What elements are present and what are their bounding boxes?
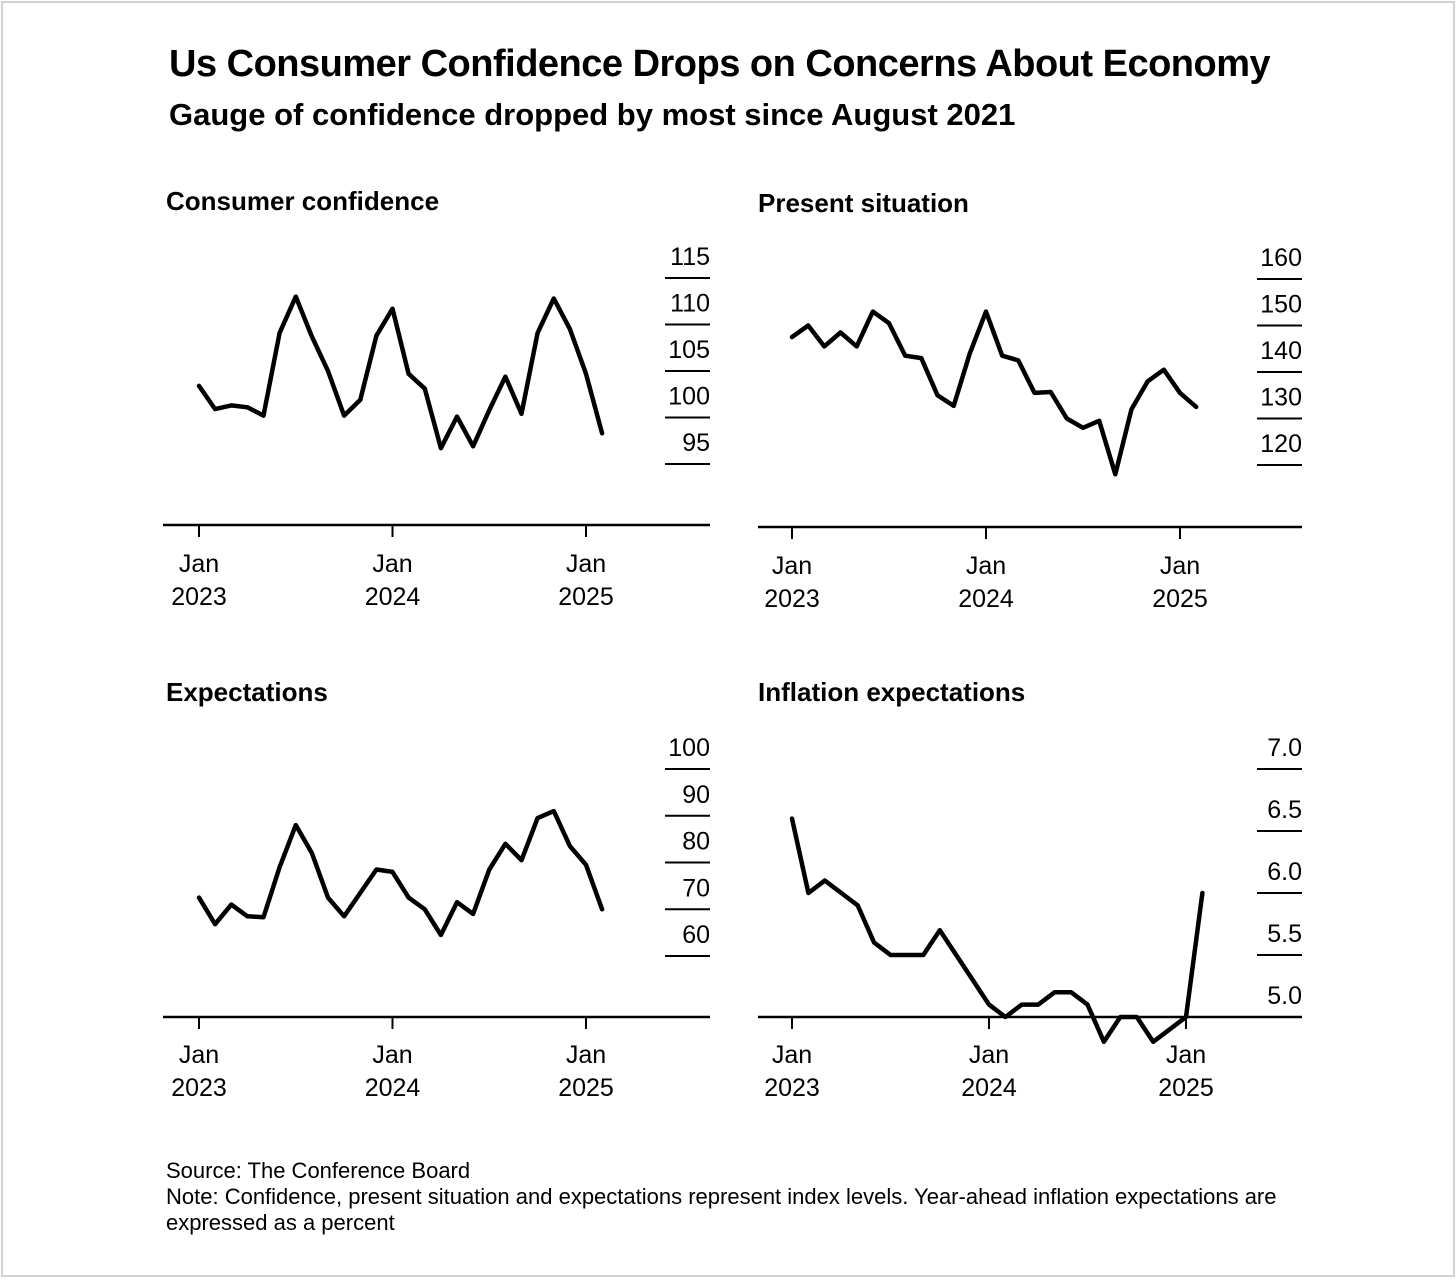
panel-4-xtick-year: 2023 bbox=[764, 1074, 820, 1102]
panel-1-ytick-label: 95 bbox=[682, 429, 710, 457]
panel-1-ytick-label: 105 bbox=[668, 336, 710, 364]
panel-1-xtick-month: Jan bbox=[372, 550, 412, 578]
panel-1-xtick-month: Jan bbox=[566, 550, 606, 578]
panel-1-title: Consumer confidence bbox=[166, 186, 439, 216]
panel-1-ytick-label: 110 bbox=[670, 290, 710, 318]
panel-2-xtick-month: Jan bbox=[966, 552, 1006, 580]
panel-2-ytick-label: 130 bbox=[1260, 384, 1302, 412]
panel-1-ytick-label: 115 bbox=[670, 243, 710, 271]
panel-2-xtick-year: 2024 bbox=[958, 585, 1014, 613]
panel-4-ytick-label: 5.5 bbox=[1267, 920, 1302, 948]
panel-1-xtick-month: Jan bbox=[179, 550, 219, 578]
panel-2-ytick-label: 120 bbox=[1260, 430, 1302, 458]
panel-4-xtick-year: 2025 bbox=[1158, 1074, 1214, 1102]
panel-3-ytick-label: 90 bbox=[682, 781, 710, 809]
panel-1-xtick-year: 2025 bbox=[558, 583, 614, 611]
panel-2-ytick-label: 160 bbox=[1260, 244, 1302, 272]
panel-1-xtick-year: 2023 bbox=[171, 583, 227, 611]
panel-4-xtick-year: 2024 bbox=[961, 1074, 1017, 1102]
panel-3-ytick-label: 70 bbox=[682, 874, 710, 902]
panel-3-ytick-label: 60 bbox=[682, 921, 710, 949]
panel-3-ytick-label: 100 bbox=[668, 734, 710, 762]
panel-4-ytick-label: 5.0 bbox=[1267, 982, 1302, 1010]
panel-2-xtick-year: 2025 bbox=[1152, 585, 1208, 613]
panel-3-xtick-month: Jan bbox=[372, 1041, 412, 1069]
panel-3-ytick-label: 80 bbox=[682, 828, 710, 856]
panel-2-title: Present situation bbox=[758, 188, 969, 218]
panel-3-series-line bbox=[196, 808, 605, 938]
panel-4-ytick-label: 6.0 bbox=[1267, 858, 1302, 886]
panel-2-xtick-year: 2023 bbox=[764, 585, 820, 613]
panel-2-xtick-month: Jan bbox=[1160, 552, 1200, 580]
panel-3-xtick-year: 2025 bbox=[558, 1074, 614, 1102]
panel-3-xtick-year: 2024 bbox=[365, 1074, 421, 1102]
panel-3-xtick-month: Jan bbox=[566, 1041, 606, 1069]
panel-2-series-line bbox=[789, 309, 1199, 477]
source-note: Source: The Conference Board bbox=[166, 1158, 471, 1183]
panel-2-ytick-label: 150 bbox=[1260, 291, 1302, 319]
panel-4-title: Inflation expectations bbox=[758, 677, 1025, 707]
panel-4-xtick-month: Jan bbox=[969, 1041, 1009, 1069]
panel-4-ytick-label: 6.5 bbox=[1267, 796, 1302, 824]
panel-1-xtick-year: 2024 bbox=[365, 583, 421, 611]
panel-4-ytick-label: 7.0 bbox=[1267, 734, 1302, 762]
panel-1-ytick-label: 100 bbox=[668, 383, 710, 411]
panel-2-xtick-month: Jan bbox=[772, 552, 812, 580]
panel-4-series-line bbox=[789, 816, 1205, 1045]
chart-subtitle: Gauge of confidence dropped by most sinc… bbox=[169, 97, 1016, 132]
footer: Source: The Conference Board Note: Confi… bbox=[166, 1158, 1346, 1236]
panel-4-xtick-month: Jan bbox=[772, 1041, 812, 1069]
panel-4-xtick-month: Jan bbox=[1166, 1041, 1206, 1069]
methodology-note: Note: Confidence, present situation and … bbox=[166, 1184, 1277, 1235]
panel-1-series-line bbox=[196, 294, 605, 451]
panel-3-xtick-month: Jan bbox=[179, 1041, 219, 1069]
panel-2-ytick-label: 140 bbox=[1260, 337, 1302, 365]
panel-3-title: Expectations bbox=[166, 677, 328, 707]
chart-title: Us Consumer Confidence Drops on Concerns… bbox=[169, 43, 1271, 85]
panel-3-xtick-year: 2023 bbox=[171, 1074, 227, 1102]
